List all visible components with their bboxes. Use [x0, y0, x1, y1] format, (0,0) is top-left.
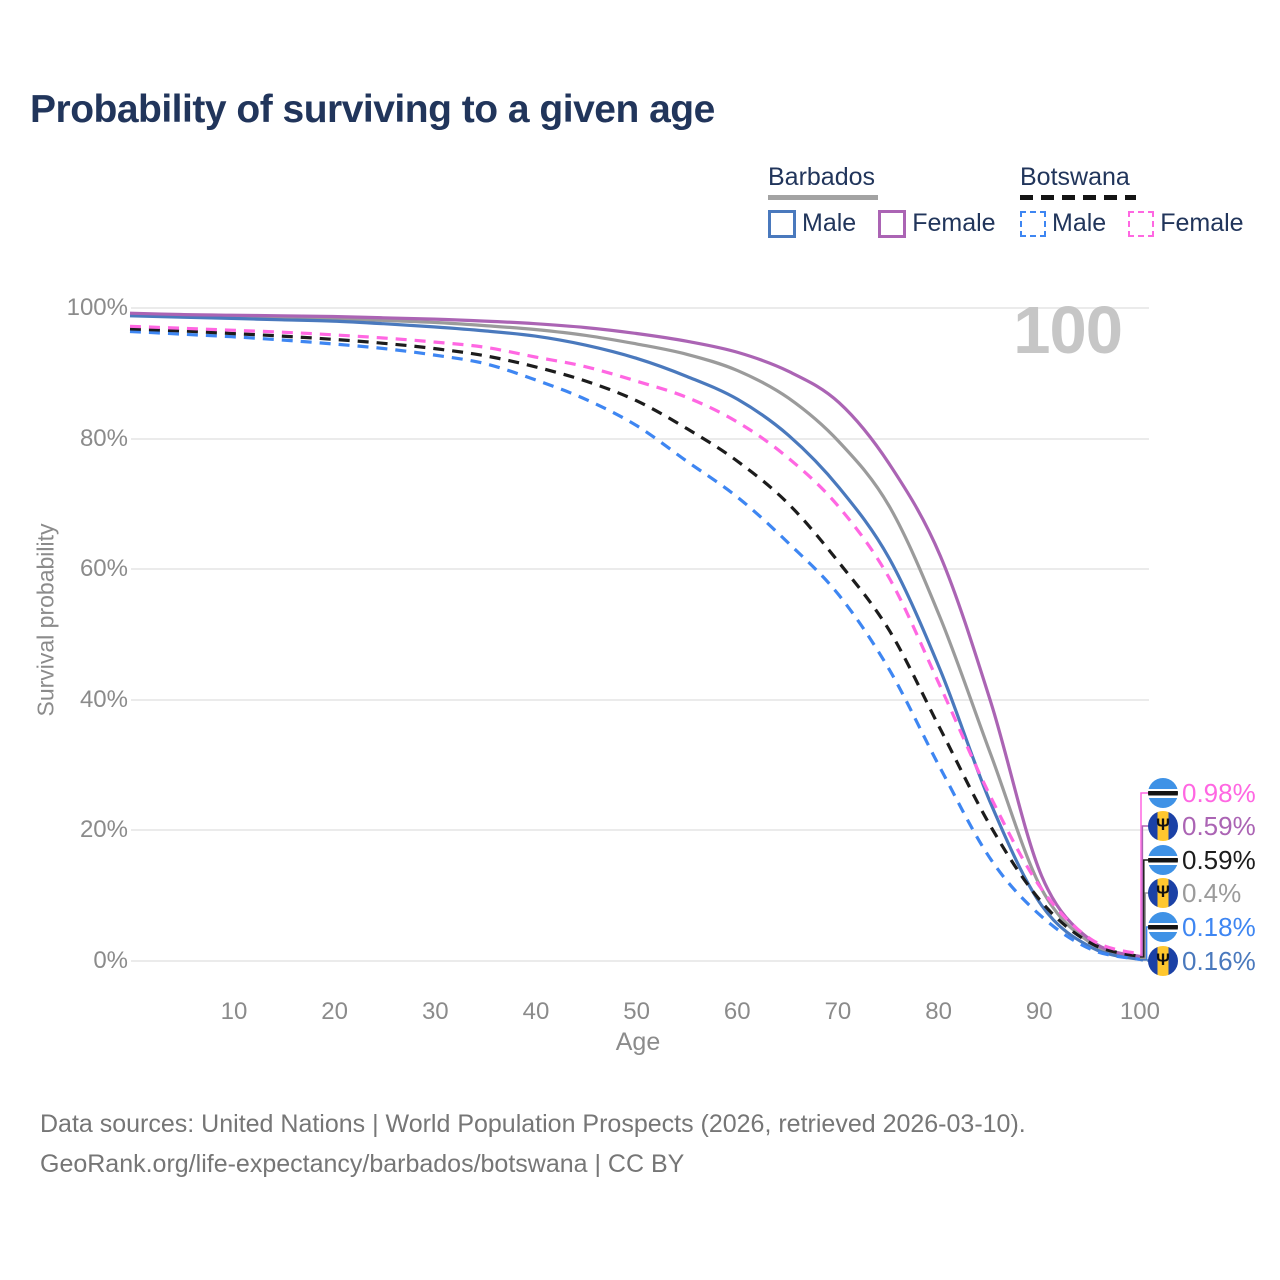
gridline-80 — [131, 438, 1149, 440]
legend-item-label: Male — [802, 209, 857, 237]
end-label-row: Ψ 0.4% — [1148, 877, 1241, 909]
y-tick-label: 80% — [79, 425, 128, 452]
footer-attribution: GeoRank.org/life-expectancy/barbados/bot… — [40, 1150, 685, 1178]
series-line-barbados-gray — [129, 312, 1144, 960]
botswana-flag-icon — [1148, 912, 1178, 942]
x-tick-label: 90 — [1025, 998, 1053, 1025]
series-line-barbados-male — [129, 314, 1144, 962]
y-tick-label: 100% — [66, 294, 128, 321]
end-label-row: 0.59% — [1148, 844, 1256, 876]
y-tick-label: 60% — [79, 555, 128, 582]
trident-glyph-icon: Ψ — [1156, 815, 1170, 835]
legend-item-botswana-male[interactable]: Male — [1020, 209, 1106, 238]
trident-glyph-icon: Ψ — [1156, 950, 1170, 970]
x-tick-label: 50 — [623, 998, 650, 1025]
x-tick-label: 40 — [522, 998, 550, 1025]
x-axis-ticks: 10 20 30 40 50 60 70 80 90 100 — [211, 998, 1163, 1026]
x-tick-label: 100 — [1119, 998, 1160, 1025]
botswana-female-swatch-icon — [1128, 210, 1155, 237]
series-line-botswana-black — [129, 327, 1144, 959]
y-tick-label: 0% — [93, 947, 128, 974]
x-tick-label: 70 — [824, 998, 852, 1025]
botswana-flag-icon — [1148, 845, 1178, 875]
end-label-value: 0.4% — [1182, 877, 1242, 908]
series-line-botswana-male — [129, 329, 1144, 962]
end-label-row: 0.98% — [1148, 777, 1256, 809]
legend-group-barbados: Barbados Male Female — [768, 163, 1018, 238]
barbados-flag-icon: Ψ — [1148, 878, 1178, 908]
barbados-female-swatch-icon — [878, 209, 907, 238]
legend-item-botswana-female[interactable]: Female — [1128, 209, 1244, 238]
legend-group-label-botswana: Botswana — [1020, 163, 1130, 191]
series-line-botswana-female — [129, 324, 1144, 957]
footer-data-sources: Data sources: United Nations | World Pop… — [40, 1110, 1026, 1138]
end-label-value: 0.59% — [1182, 810, 1256, 841]
x-tick-label: 60 — [723, 998, 751, 1025]
page-title: Probability of surviving to a given age — [30, 88, 715, 131]
gridline-100 — [131, 307, 1149, 309]
barbados-flag-icon: Ψ — [1148, 946, 1178, 976]
legend-item-label: Female — [1160, 209, 1244, 237]
x-axis-title: Age — [615, 1028, 661, 1056]
end-label-value: 0.18% — [1182, 911, 1256, 942]
x-tick-label: 30 — [421, 998, 449, 1025]
x-tick-label: 20 — [321, 998, 348, 1025]
botswana-flag-icon — [1148, 778, 1178, 808]
y-axis-title: Survival probability — [32, 523, 59, 717]
gridline-40 — [131, 699, 1149, 701]
trident-glyph-icon: Ψ — [1156, 882, 1170, 902]
gridline-0 — [131, 960, 1149, 962]
legend-group-label-barbados: Barbados — [768, 163, 876, 191]
legend-item-barbados-female[interactable]: Female — [878, 209, 996, 238]
footer-sources: Data sources: United Nations | World Pop… — [40, 1104, 1026, 1184]
gridline-20 — [131, 829, 1149, 831]
end-label-value: 0.16% — [1182, 945, 1256, 976]
dashed-line-style-icon — [1020, 195, 1136, 200]
end-label-row: Ψ 0.16% — [1148, 945, 1256, 977]
barbados-male-swatch-icon — [768, 209, 796, 238]
end-label-value: 0.98% — [1182, 777, 1256, 808]
end-label-value: 0.59% — [1182, 844, 1256, 875]
end-label-row: Ψ 0.59% — [1148, 810, 1256, 842]
legend-item-label: Male — [1052, 209, 1107, 237]
series-line-barbados-female — [129, 311, 1144, 959]
end-label-row: 0.18% — [1148, 911, 1256, 943]
legend-group-botswana: Botswana Male Female — [1020, 163, 1266, 238]
gridline-60 — [131, 568, 1149, 570]
y-tick-label: 20% — [79, 816, 128, 843]
barbados-flag-icon: Ψ — [1148, 811, 1178, 841]
solid-line-style-icon — [768, 195, 878, 200]
legend-item-barbados-male[interactable]: Male — [768, 209, 856, 238]
botswana-male-swatch-icon — [1020, 210, 1046, 237]
y-tick-label: 40% — [79, 686, 128, 713]
x-tick-label: 80 — [925, 998, 952, 1025]
watermark-age-100: 100 — [1013, 293, 1123, 368]
legend-item-label: Female — [912, 209, 996, 237]
x-tick-label: 10 — [220, 998, 248, 1025]
